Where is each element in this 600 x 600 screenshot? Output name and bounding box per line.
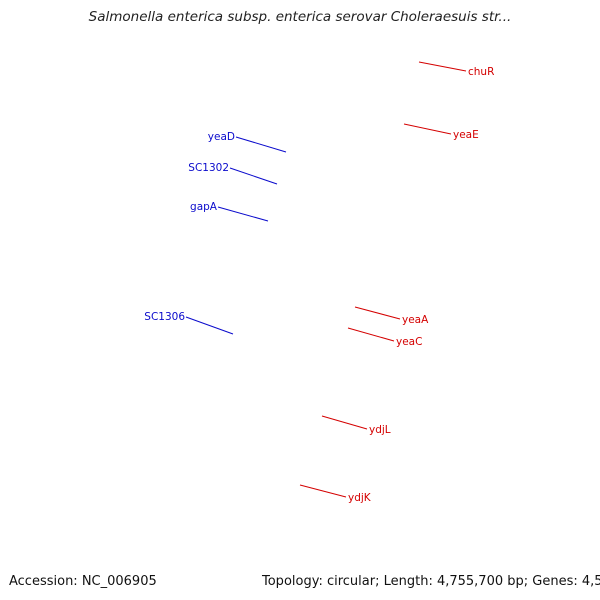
label-yeaC-leader [347,327,395,342]
label-yeaA[interactable]: yeaA [402,314,429,326]
accession-text: Accession: NC_006905 [9,574,157,589]
label-yeaA-leader [354,306,401,320]
label-SC1306-leader [185,316,234,335]
label-ydjL-leader [321,415,368,430]
topology-text: Topology: circular; Length: 4,755,700 bp… [262,574,600,589]
label-chuR-leader [418,61,467,72]
label-yeaD[interactable]: yeaD [208,131,235,143]
label-SC1302-leader [229,167,278,185]
label-chuR[interactable]: chuR [468,66,494,78]
label-yeaE[interactable]: yeaE [453,129,479,141]
label-ydjL[interactable]: ydjL [369,424,391,436]
label-yeaD-leader [235,136,287,153]
label-gapA-leader [217,206,269,222]
label-yeaE-leader [403,123,452,135]
map-title: Salmonella enterica subsp. enterica sero… [88,9,512,25]
label-SC1302[interactable]: SC1302 [188,162,229,174]
label-yeaC[interactable]: yeaC [396,336,422,348]
label-ydjK-leader [299,484,347,498]
label-gapA[interactable]: gapA [190,201,218,213]
label-ydjK[interactable]: ydjK [348,492,372,504]
label-SC1306[interactable]: SC1306 [144,311,185,323]
